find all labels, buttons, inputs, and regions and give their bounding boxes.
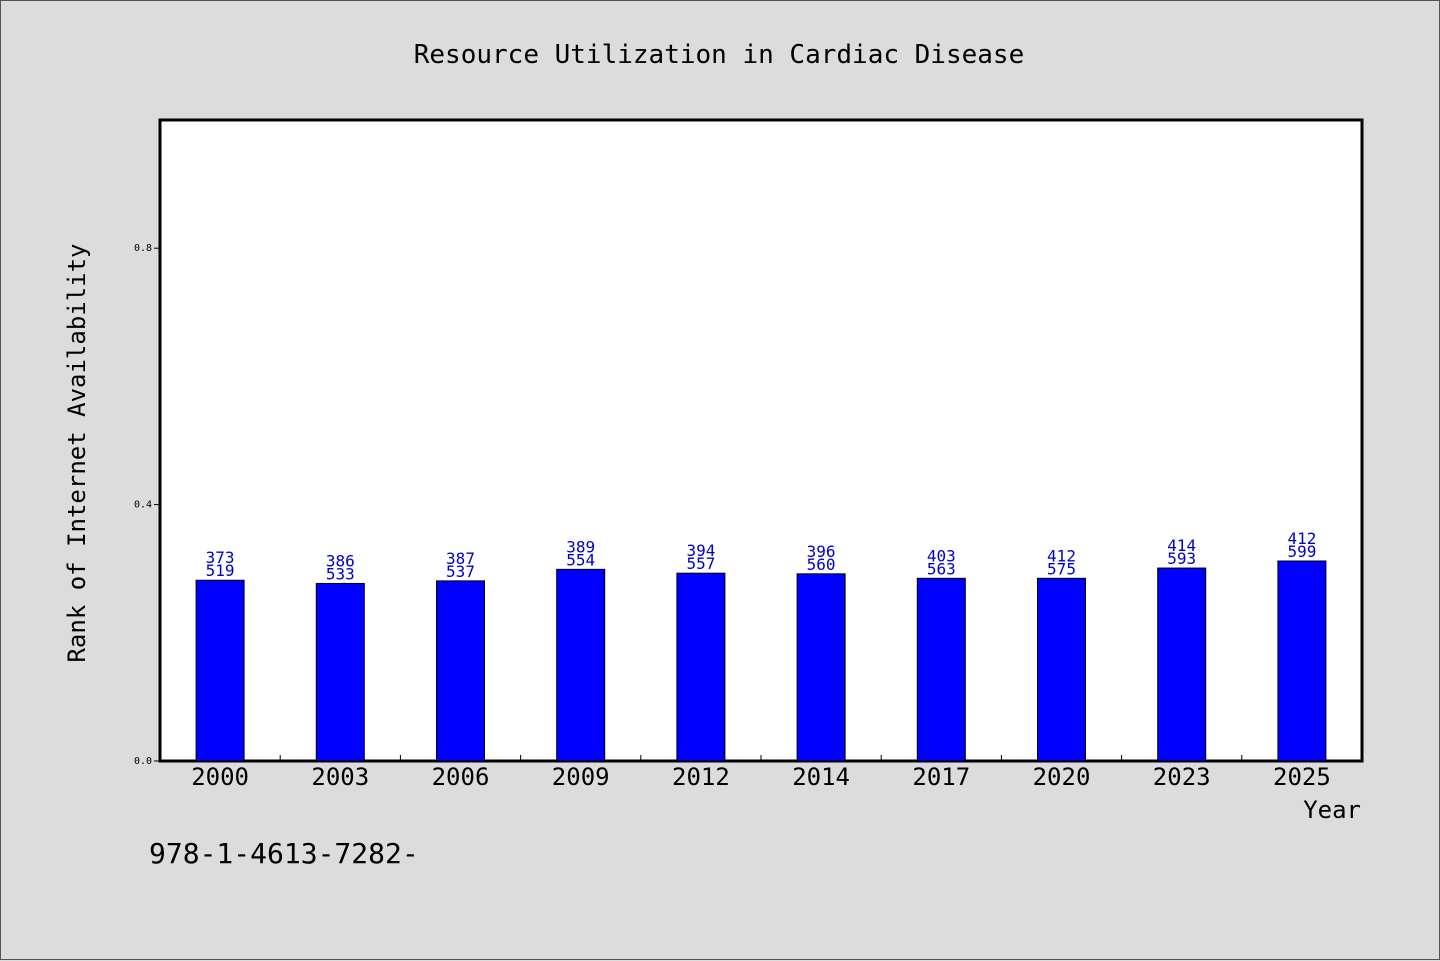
x-tick-label-2000: 2000 [191, 763, 249, 791]
bar-label-top-2006: 387 [446, 549, 475, 568]
x-tick-label-2023: 2023 [1153, 763, 1211, 791]
bar-label-top-2003: 386 [326, 551, 355, 570]
footer-code: 978-1-4613-7282- [149, 837, 419, 870]
bar-label-bottom-2017: 563 [927, 559, 956, 578]
bar-label-bottom-2009: 554 [566, 550, 595, 569]
bar-label-bottom-2000: 519 [206, 561, 235, 580]
bar-2006 [436, 580, 485, 762]
y-tick-label: 0.0 [134, 756, 152, 767]
bar-label-bottom-2025: 599 [1287, 542, 1316, 561]
bar-label-bottom-2014: 560 [807, 555, 836, 574]
x-tick-label-2003: 2003 [311, 763, 369, 791]
x-tick-label-2012: 2012 [672, 763, 730, 791]
bar-label-bottom-2023: 593 [1167, 549, 1196, 568]
bar-label-bottom-2003: 533 [326, 564, 355, 583]
bars-group [195, 560, 1327, 762]
x-axis-ticks: 2000 2003 2006 2009 2012 2014 2017 2020 2023 2025 [191, 755, 1331, 791]
bar-2014 [796, 573, 846, 762]
y-axis-ticks: 0.0 0.4 0.8 [134, 243, 160, 767]
bar-2009 [556, 568, 606, 762]
bar-2017 [916, 577, 966, 762]
bar-2020 [1037, 577, 1086, 762]
bar-2025 [1277, 560, 1327, 762]
chart-title: Resource Utilization in Cardiac Disease [414, 40, 1024, 70]
x-tick-label-2009: 2009 [552, 763, 610, 791]
x-tick-label-2017: 2017 [912, 763, 970, 791]
bar-label-bottom-2006: 537 [446, 562, 475, 581]
bar-label-top-2009: 389 [566, 537, 595, 556]
bar-label-top-2017: 403 [927, 546, 956, 565]
bar-2000 [195, 579, 245, 762]
x-tick-label-2014: 2014 [792, 763, 850, 791]
x-tick-label-2025: 2025 [1273, 763, 1331, 791]
bar-label-top-2014: 396 [807, 542, 836, 561]
bar-2023 [1157, 567, 1207, 762]
bar-label-top-2020: 412 [1047, 546, 1076, 565]
bar-label-top-2025: 412 [1287, 529, 1316, 548]
bar-label-top-2012: 394 [686, 541, 715, 560]
x-axis-label: Year [1303, 796, 1361, 824]
y-tick-label: 0.4 [134, 500, 152, 511]
x-tick-label-2020: 2020 [1033, 763, 1091, 791]
y-axis-label: Rank of Internet Availability [63, 243, 91, 662]
bar-label-bottom-2020: 575 [1047, 559, 1076, 578]
bar-label-bottom-2012: 557 [686, 554, 715, 573]
bar-label-top-2023: 414 [1167, 536, 1196, 555]
bar-2012 [676, 572, 726, 762]
x-tick-label-2006: 2006 [432, 763, 490, 791]
y-tick-label: 0.8 [134, 243, 152, 254]
bar-label-top-2000: 373 [206, 548, 235, 567]
bar-2003 [315, 582, 365, 762]
